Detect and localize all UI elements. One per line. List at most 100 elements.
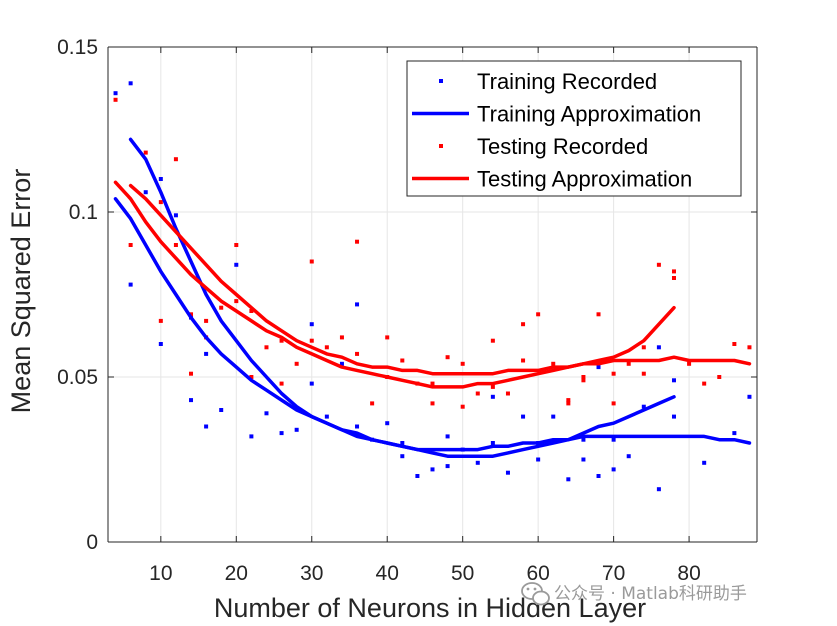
data-point [279, 338, 284, 343]
data-point [279, 381, 284, 386]
data-point [430, 381, 435, 386]
data-point [309, 259, 314, 264]
data-point [204, 351, 209, 356]
x-tick-label: 10 [149, 562, 172, 585]
data-point [551, 361, 556, 366]
data-point [113, 91, 118, 96]
data-point [475, 460, 480, 465]
data-point [355, 351, 360, 356]
data-point [400, 454, 405, 459]
data-point [128, 282, 133, 287]
series-layer [113, 81, 752, 492]
watermark: 公众号 · Matlab科研助手 [521, 582, 747, 606]
data-point [490, 441, 495, 445]
data-point [355, 302, 360, 307]
data-point [581, 437, 586, 442]
series-training-recorded [113, 81, 752, 492]
data-point [641, 345, 646, 350]
data-point [490, 394, 495, 399]
legend-marker [439, 144, 443, 148]
legend: Training Recorded Training Approximation T… [406, 60, 742, 197]
x-tick-label: 40 [376, 562, 399, 585]
y-axis-label: Mean Squared Error [6, 169, 36, 414]
data-point [234, 243, 239, 247]
data-point [581, 378, 586, 383]
data-point [521, 322, 526, 327]
data-point [355, 424, 360, 429]
data-point [400, 358, 405, 363]
data-point [189, 398, 194, 403]
data-point [611, 401, 616, 406]
data-point [566, 398, 571, 403]
axes [107, 46, 758, 543]
data-point [505, 391, 510, 396]
data-point [596, 365, 601, 370]
legend-box [406, 60, 742, 197]
data-point [445, 355, 450, 360]
series-training-approximation [113, 137, 752, 458]
data-point [475, 391, 480, 396]
x-tick-label: 50 [451, 562, 474, 585]
data-point [747, 394, 752, 399]
series-testing-approximation [113, 180, 752, 389]
data-point [717, 375, 722, 379]
data-point [339, 361, 344, 366]
data-point [641, 404, 646, 409]
data-point [234, 299, 239, 304]
data-point [596, 474, 601, 478]
data-point [128, 243, 133, 247]
tick-labels: 10 20 30 40 50 60 70 80 0 0.05 0.1 0.15 [57, 36, 701, 585]
data-point [264, 411, 269, 416]
legend-marker [439, 79, 443, 83]
wechat-icon [521, 582, 550, 606]
series-line [128, 137, 752, 452]
y-tick-label: 0.15 [57, 36, 98, 59]
data-point [671, 378, 676, 383]
data-point [702, 381, 707, 386]
watermark-text: 公众号 · Matlab科研助手 [554, 584, 747, 604]
data-point [536, 312, 541, 317]
x-tick-label: 30 [300, 562, 323, 585]
data-point [566, 401, 571, 406]
data-point [445, 434, 450, 439]
data-point [521, 358, 526, 363]
data-point [460, 361, 465, 366]
x-tick-label: 80 [677, 562, 700, 585]
data-point [445, 464, 450, 469]
data-point [158, 200, 163, 205]
data-point [324, 345, 329, 350]
y-tick-label: 0 [86, 531, 98, 554]
data-point [626, 361, 631, 366]
data-point [204, 318, 209, 323]
legend-item: Training Recorded [439, 69, 657, 94]
legend-item: Training Approximation [412, 102, 701, 127]
data-point [460, 404, 465, 409]
data-point [264, 345, 269, 350]
legend-label: Testing Recorded [477, 134, 648, 159]
legend-label: Testing Approximation [477, 167, 692, 192]
data-point [611, 467, 616, 472]
data-point [702, 460, 707, 465]
data-point [596, 312, 601, 317]
data-point [249, 434, 254, 439]
data-point [732, 342, 737, 346]
legend-item: Testing Approximation [412, 167, 692, 192]
series-line [113, 197, 676, 458]
data-point [626, 454, 631, 459]
data-point [400, 441, 405, 445]
data-point [339, 335, 344, 340]
data-point [219, 408, 224, 412]
legend-item: Testing Recorded [439, 134, 648, 159]
data-point [143, 190, 148, 195]
data-point [173, 213, 178, 218]
data-point [551, 414, 556, 419]
data-point [641, 371, 646, 376]
data-point [611, 437, 616, 442]
data-point [490, 338, 495, 343]
series-line [113, 180, 676, 389]
data-point [581, 457, 586, 462]
data-point [189, 371, 194, 376]
data-point [204, 424, 209, 429]
data-point [656, 345, 661, 350]
data-point [158, 318, 163, 323]
